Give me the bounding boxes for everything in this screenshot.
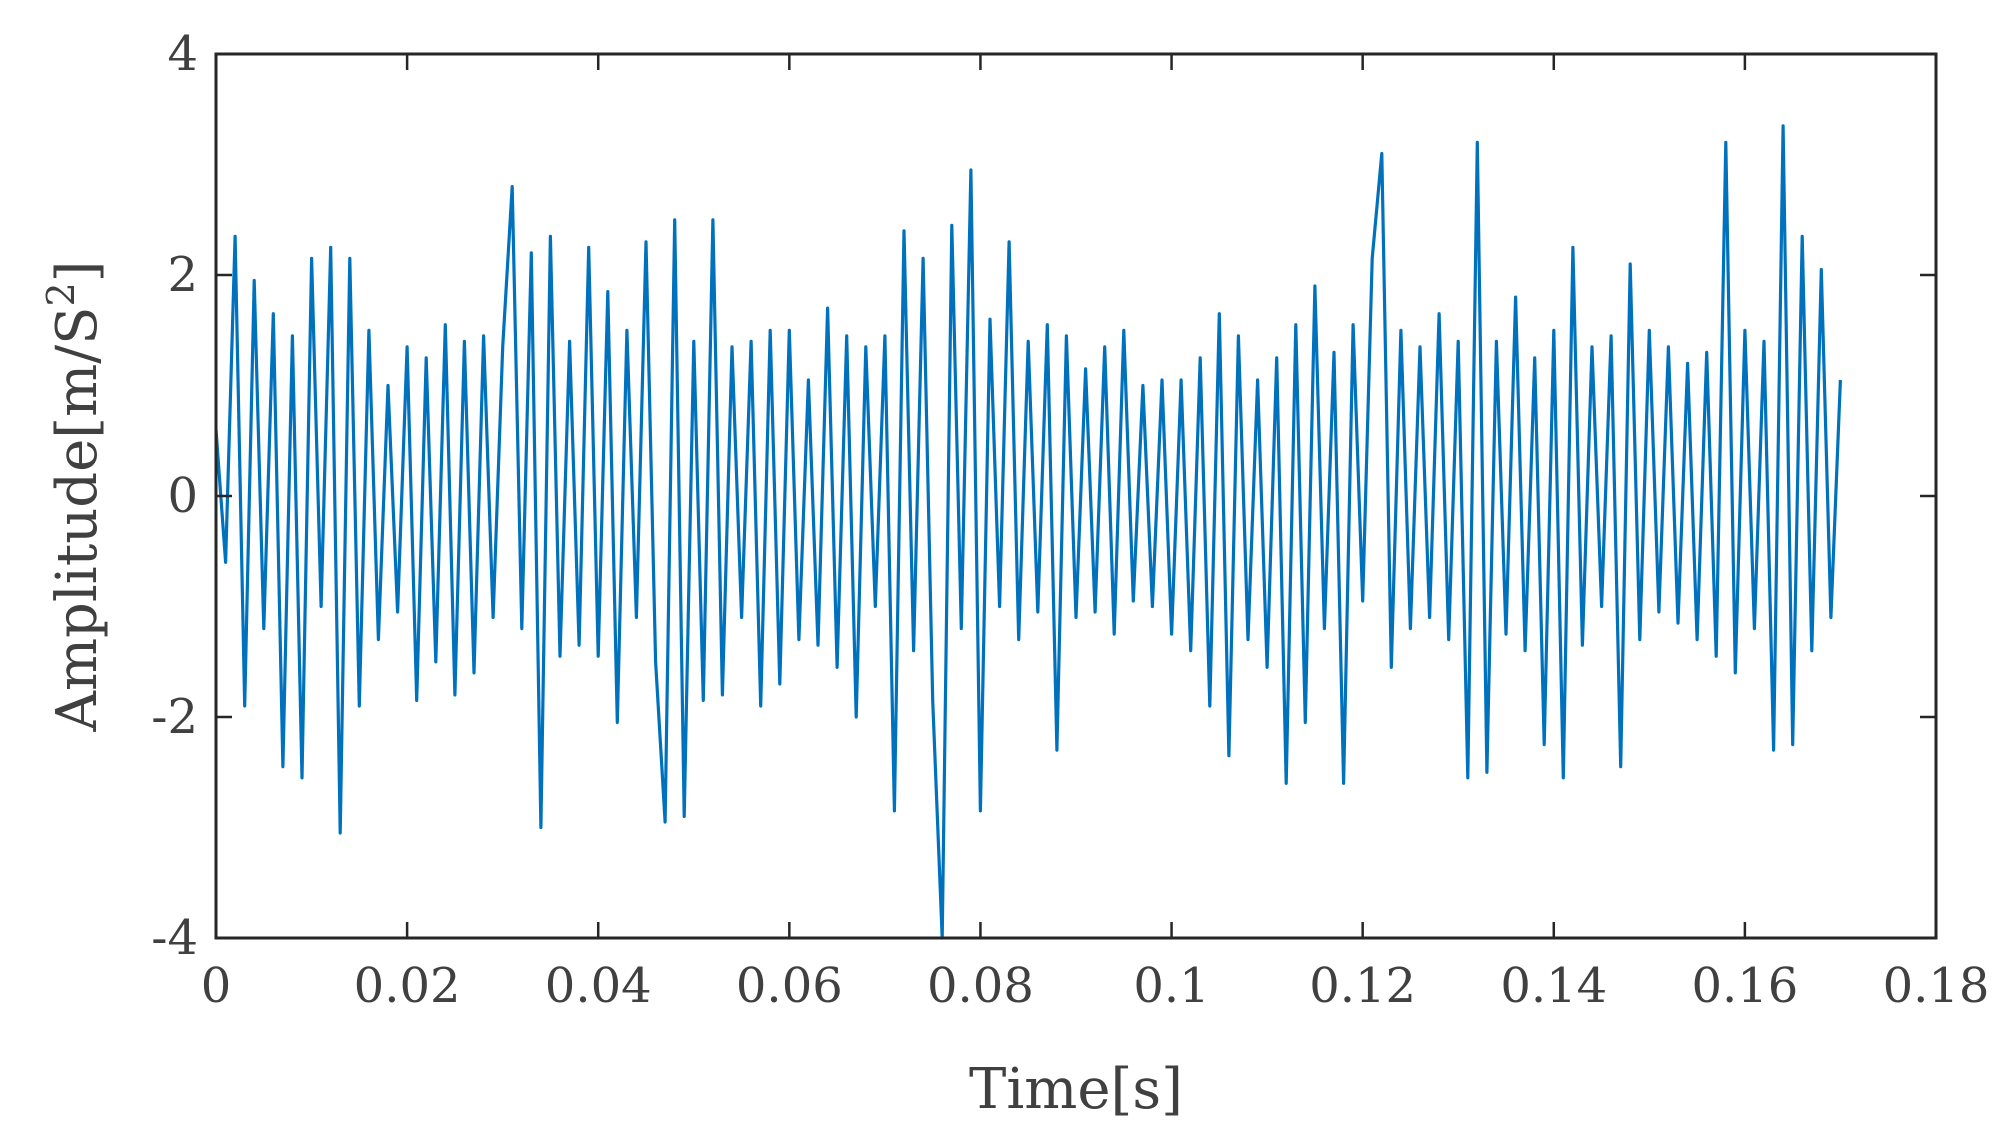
y-axis-title-close: ] (45, 261, 110, 283)
x-axis-title: Time[s] (969, 1057, 1183, 1122)
y-axis-title-main: Amplitude[m/S (45, 307, 110, 733)
x-tick-label: 0.02 (354, 958, 461, 1014)
y-tick-label: 0 (167, 468, 198, 524)
x-tick-label: 0.08 (927, 958, 1034, 1014)
x-tick-label: 0.1 (1133, 958, 1209, 1014)
x-tick-label: 0.12 (1309, 958, 1416, 1014)
x-tick-label: 0.14 (1500, 958, 1607, 1014)
x-tick-label: 0.06 (736, 958, 843, 1014)
x-tick-label: 0 (201, 958, 232, 1014)
y-axis-title: Amplitude[m/S2] (39, 261, 110, 733)
y-axis-title-superscript: 2 (39, 282, 83, 306)
x-tick-label: 0.04 (545, 958, 652, 1014)
x-tick-label: 0.18 (1883, 958, 1990, 1014)
y-tick-label: 4 (167, 26, 198, 82)
y-axis-ticks: -4 -2 0 2 4 (151, 26, 1936, 966)
x-axis-ticks: 0 0.02 0.04 0.06 0.08 0.1 0.12 0.14 0.16 0.18 (201, 54, 1990, 1014)
y-tick-label: -2 (151, 689, 198, 745)
series-line (214, 124, 1842, 940)
plot-area (216, 54, 1936, 938)
x-tick-label: 0.16 (1691, 958, 1798, 1014)
y-tick-label: 2 (167, 247, 198, 303)
y-tick-label: -4 (151, 910, 198, 966)
